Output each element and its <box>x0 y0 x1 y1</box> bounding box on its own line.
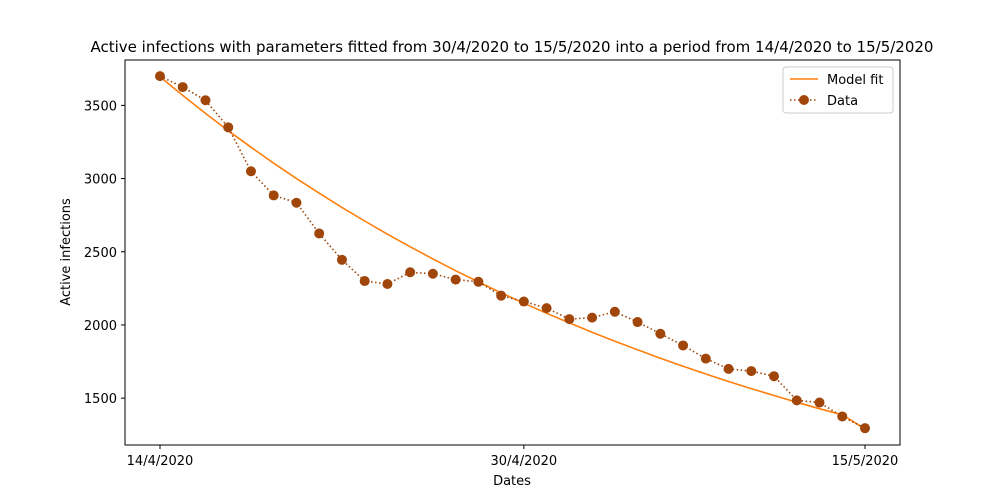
data-point-marker <box>473 276 484 287</box>
data-point-marker <box>541 303 552 314</box>
data-point-marker <box>245 166 256 177</box>
x-tick-label: 15/5/2020 <box>832 454 899 469</box>
data-point-marker <box>268 190 279 201</box>
data-point-marker <box>700 353 711 364</box>
data-point-marker <box>518 296 529 307</box>
data-point-marker <box>155 71 165 82</box>
y-tick-label: 2000 <box>84 319 117 334</box>
x-axis: 14/4/2020 30/4/2020 15/5/2020 <box>127 445 899 469</box>
y-axis: 1500 2000 2500 3000 3500 <box>84 99 125 407</box>
data-point-marker <box>609 306 620 317</box>
data-point-marker <box>291 197 302 208</box>
data-point-marker <box>791 395 802 406</box>
data-point-marker <box>382 278 393 289</box>
y-tick-label: 3500 <box>84 99 117 114</box>
data-point-marker <box>314 228 325 239</box>
x-tick-label: 14/4/2020 <box>127 454 194 469</box>
data-point-marker <box>678 340 689 351</box>
data-point-marker <box>450 274 461 285</box>
data-point-marker <box>223 122 234 133</box>
data-point-marker <box>632 317 643 328</box>
data-point-marker <box>177 82 188 93</box>
data-point-marker <box>405 267 416 278</box>
data-line <box>159 75 866 429</box>
plot-area-frame <box>124 59 901 446</box>
data-point-marker <box>837 411 848 422</box>
data-point-marker <box>814 397 825 408</box>
y-tick-label: 1500 <box>84 392 117 407</box>
legend: Model fit Data <box>782 66 894 114</box>
legend-data-marker <box>799 95 809 105</box>
plot-markers <box>155 71 870 434</box>
x-tick-label: 30/4/2020 <box>491 454 558 469</box>
chart-title: Active infections with parameters fitted… <box>91 38 934 56</box>
data-point-marker <box>564 314 575 325</box>
y-tick-label: 3000 <box>84 173 117 188</box>
data-point-marker <box>655 328 666 339</box>
data-point-marker <box>723 363 734 374</box>
data-point-marker <box>359 276 370 287</box>
data-point-marker <box>769 371 780 382</box>
y-axis-title: Active infections <box>59 198 74 306</box>
x-axis-title: Dates <box>493 474 531 489</box>
data-point-marker <box>427 268 438 279</box>
data-point-marker <box>860 423 870 434</box>
data-point-marker <box>200 95 211 106</box>
model-fit-line <box>159 76 866 430</box>
y-tick-label: 2500 <box>84 246 117 261</box>
data-point-marker <box>746 366 757 377</box>
legend-data-label: Data <box>827 94 858 109</box>
data-point-marker <box>587 312 598 323</box>
data-point-marker <box>336 254 347 265</box>
legend-model-fit-label: Model fit <box>827 73 883 88</box>
data-point-marker <box>496 290 507 301</box>
plot-lines <box>159 75 866 430</box>
